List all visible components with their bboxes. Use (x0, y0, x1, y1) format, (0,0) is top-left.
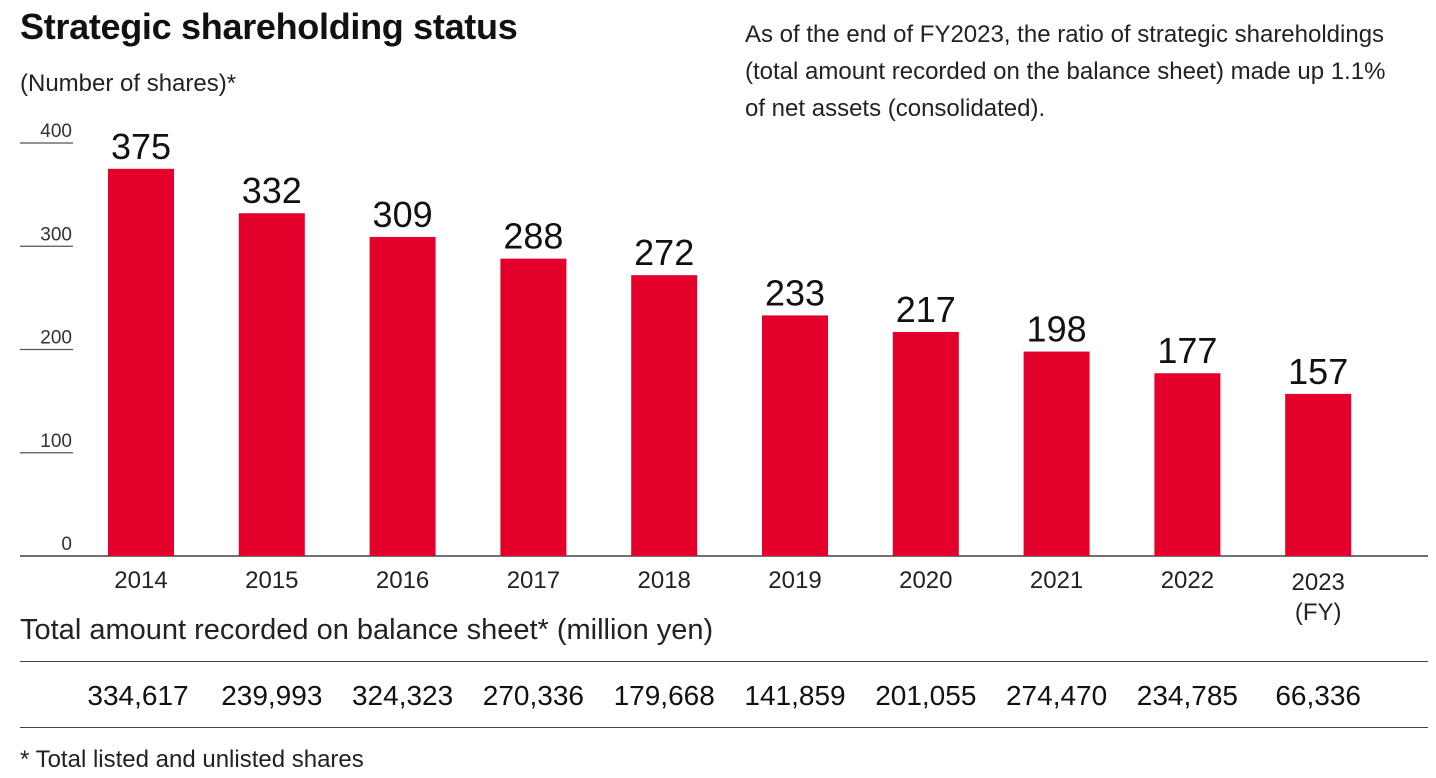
x-tick-suffix-label: (FY) (1295, 599, 1342, 626)
chart-title: Strategic shareholding status (20, 6, 518, 47)
bar-value-label: 177 (1157, 330, 1217, 371)
x-tick-label: 2017 (507, 567, 560, 594)
y-tick-label: 0 (61, 534, 72, 555)
bar (1023, 351, 1090, 556)
total-amount-cell: 239,993 (221, 680, 323, 711)
total-amount-cell: 234,785 (1136, 680, 1238, 711)
total-amount-cell: 274,470 (1005, 680, 1108, 711)
bar (108, 168, 174, 556)
bar-value-label: 375 (111, 126, 171, 167)
total-amount-cell: 179,668 (613, 680, 715, 711)
y-tick-label: 300 (40, 224, 72, 245)
x-tick-label: 2020 (899, 567, 952, 594)
y-axis-label: (Number of shares)* (20, 70, 237, 97)
total-amount-cell: 66,336 (1275, 680, 1361, 711)
bar (1154, 373, 1221, 556)
x-tick-label: 2021 (1030, 567, 1083, 594)
x-tick-label: 2018 (638, 567, 691, 594)
bar-value-label: 217 (896, 289, 956, 330)
totals-row: 334,617 239,993 324,323 270,336 179,668 141,8… (0, 680, 1436, 716)
bar (369, 236, 436, 556)
x-tick-label: 2023 (1292, 569, 1345, 596)
x-tick-label: 2014 (114, 567, 167, 594)
y-tick-label: 100 (40, 431, 72, 452)
totals-bottom-rule (20, 727, 1428, 728)
annotation-note: As of the end of FY2023, the ratio of st… (745, 21, 1386, 122)
x-tick-label: 2015 (245, 567, 298, 594)
total-amount-cell: 334,617 (87, 680, 189, 711)
bar (238, 213, 305, 556)
bar-value-label: 272 (634, 232, 694, 273)
bar-value-label: 233 (765, 272, 825, 313)
x-tick-label: 2019 (768, 567, 821, 594)
total-amount-cell: 201,055 (875, 680, 977, 711)
y-tick-label: 400 (40, 121, 72, 142)
bar (762, 315, 828, 556)
total-amount-cell: 141,859 (744, 680, 846, 711)
x-tick-label: 2022 (1161, 567, 1214, 594)
x-tick-label: 2016 (376, 567, 429, 594)
bar-value-label: 157 (1288, 351, 1348, 392)
bar (631, 275, 698, 556)
total-amount-cell: 270,336 (482, 680, 584, 711)
bar-value-label: 288 (503, 216, 563, 257)
bar (892, 331, 959, 556)
totals-top-rule (20, 661, 1428, 662)
bar-chart: 0 100 200 300 400 375 2014 332 2015 309 2016 288 201… (20, 121, 1428, 626)
bar (500, 258, 567, 556)
total-amount-cell: 324,323 (351, 680, 454, 711)
y-tick-label: 200 (40, 328, 72, 349)
totals-heading: Total amount recorded on balance sheet* … (20, 614, 714, 646)
footnote: * Total listed and unlisted shares (20, 746, 364, 773)
bar-value-label: 332 (242, 170, 302, 211)
bar-value-label: 309 (373, 194, 433, 235)
bar-value-label: 198 (1027, 309, 1087, 350)
bar (1285, 393, 1352, 556)
